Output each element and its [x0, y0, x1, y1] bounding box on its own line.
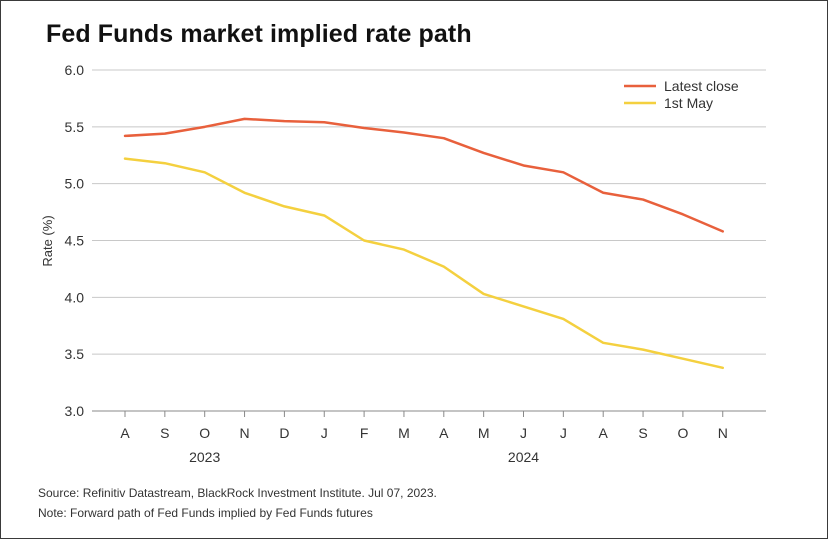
- x-axis: A S O N D J F M A M J J A S O N 2023 2024: [120, 411, 728, 465]
- x-tick-label: O: [199, 425, 210, 441]
- series-line-latest-close: [123, 117, 724, 233]
- x-tick-label: N: [718, 425, 728, 441]
- x-tick-label: F: [360, 425, 369, 441]
- y-tick-label: 5.0: [65, 176, 85, 192]
- x-tick-label: S: [638, 425, 647, 441]
- year-label: 2023: [189, 449, 220, 465]
- gridlines: [92, 69, 766, 412]
- x-tick-label: S: [160, 425, 169, 441]
- x-tick-label: O: [677, 425, 688, 441]
- x-tick-label: J: [321, 425, 328, 441]
- legend-label: 1st May: [664, 95, 713, 111]
- x-tick-label: M: [398, 425, 410, 441]
- x-tick-label: D: [279, 425, 289, 441]
- x-tick-label: A: [439, 425, 449, 441]
- source-note: Source: Refinitiv Datastream, BlackRock …: [38, 486, 437, 500]
- y-tick-label: 5.5: [65, 119, 85, 135]
- y-tick-label: 3.5: [65, 346, 85, 362]
- x-tick-label: A: [599, 425, 609, 441]
- series-lines: [123, 117, 724, 370]
- legend-label: Latest close: [664, 78, 739, 94]
- y-tick-label: 4.0: [65, 289, 85, 305]
- y-tick-label: 3.0: [65, 403, 85, 419]
- chart-title: Fed Funds market implied rate path: [46, 20, 472, 48]
- x-tick-label: N: [239, 425, 249, 441]
- footnote: Note: Forward path of Fed Funds implied …: [38, 506, 373, 520]
- series-line-1st-may: [123, 157, 724, 370]
- x-tick-label: J: [520, 425, 527, 441]
- y-axis-label: Rate (%): [40, 215, 55, 266]
- y-tick-label: 4.5: [65, 233, 85, 249]
- y-tick-label: 6.0: [65, 62, 85, 78]
- y-axis-ticks: 3.0 3.5 4.0 4.5 5.0 5.5 6.0: [65, 62, 85, 419]
- x-tick-label: M: [478, 425, 490, 441]
- x-tick-label: A: [120, 425, 130, 441]
- year-label: 2024: [508, 449, 539, 465]
- x-tick-label: J: [560, 425, 567, 441]
